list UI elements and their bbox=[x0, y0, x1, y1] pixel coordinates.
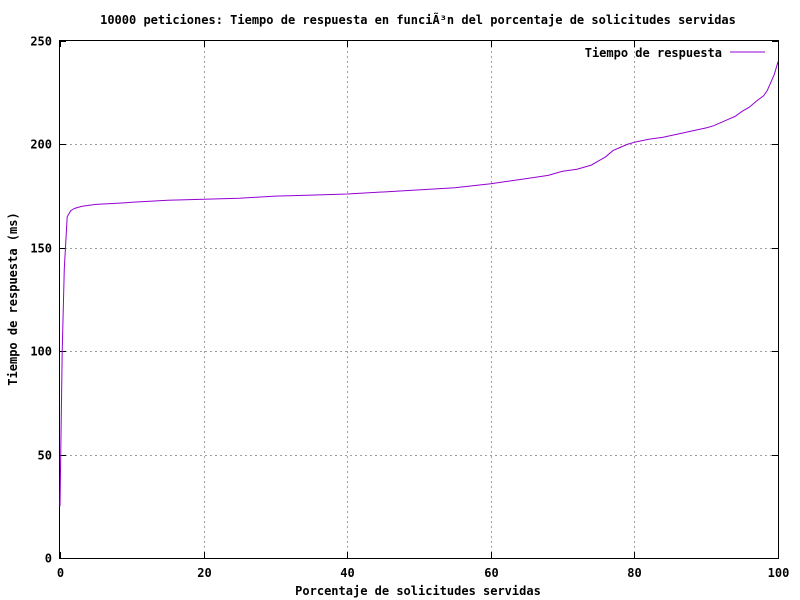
x-tick-label: 80 bbox=[627, 566, 641, 580]
y-tick-label: 50 bbox=[38, 449, 52, 463]
chart-title: 10000 peticiones: Tiempo de respuesta en… bbox=[100, 12, 736, 27]
x-axis-label: Porcentaje de solicitudes servidas bbox=[295, 584, 541, 598]
x-tick-label: 60 bbox=[484, 566, 498, 580]
series-line-tiempo-de-respuesta bbox=[59, 61, 779, 507]
y-tick-label: 0 bbox=[45, 552, 52, 566]
y-tick-label: 250 bbox=[30, 35, 52, 49]
x-tick-label: 100 bbox=[768, 566, 790, 580]
grid bbox=[60, 41, 778, 558]
y-axis-label: Tiempo de respuesta (ms) bbox=[6, 212, 20, 385]
legend: Tiempo de respuesta bbox=[585, 46, 765, 60]
y-tick-label: 100 bbox=[30, 345, 52, 359]
plot-frame bbox=[59, 40, 779, 559]
x-tick-label: 40 bbox=[340, 566, 354, 580]
tick-labels: 0 20 40 60 80 100 0 50 100 150 200 250 bbox=[30, 35, 789, 581]
legend-label-tiempo-de-respuesta: Tiempo de respuesta bbox=[585, 46, 722, 60]
axis-ticks bbox=[60, 41, 779, 559]
x-tick-label: 20 bbox=[197, 566, 211, 580]
x-tick-label: 0 bbox=[57, 566, 64, 580]
series-layer bbox=[59, 61, 779, 507]
y-tick-label: 200 bbox=[30, 138, 52, 152]
y-tick-label: 150 bbox=[30, 242, 52, 256]
